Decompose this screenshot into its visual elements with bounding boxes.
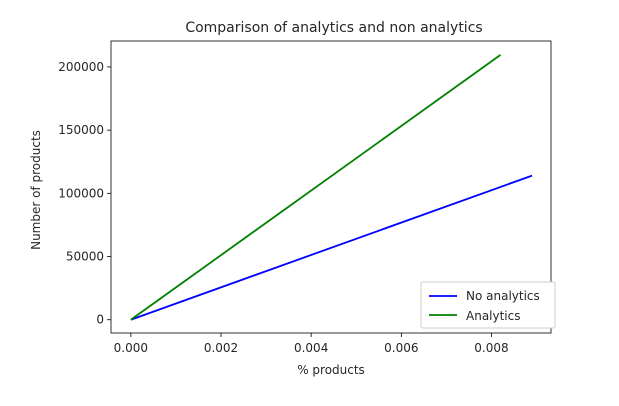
y-tick-label: 150000 [58,123,104,137]
legend-box [420,281,556,329]
x-tick-label: 0.006 [384,341,418,355]
x-tick-label: 0.008 [474,341,508,355]
series-line-analytics [130,54,502,321]
y-tick-label: 200000 [58,60,104,74]
x-axis-ticks: 0.000 0.002 0.004 0.006 0.008 [114,333,509,355]
series-layer [130,54,533,321]
x-tick-label: 0.002 [204,341,238,355]
legend: No analytics Analytics [420,281,556,329]
x-axis-label: % products [297,363,365,377]
y-axis-ticks: 0 50000 100000 150000 200000 [58,60,111,327]
plot-frame [110,40,552,334]
legend-label-no-analytics: No analytics [466,289,540,303]
legend-label-analytics: Analytics [466,309,521,323]
plot-area [110,40,552,334]
y-axis-label: Number of products [29,130,43,250]
y-tick-label: 100000 [58,186,104,200]
series-line-no-analytics [130,174,533,321]
y-tick-label: 0 [96,313,104,327]
y-tick-label: 50000 [66,250,104,264]
x-tick-label: 0.000 [114,341,148,355]
x-tick-label: 0.004 [294,341,328,355]
chart-title: Comparison of analytics and non analytic… [185,20,482,36]
